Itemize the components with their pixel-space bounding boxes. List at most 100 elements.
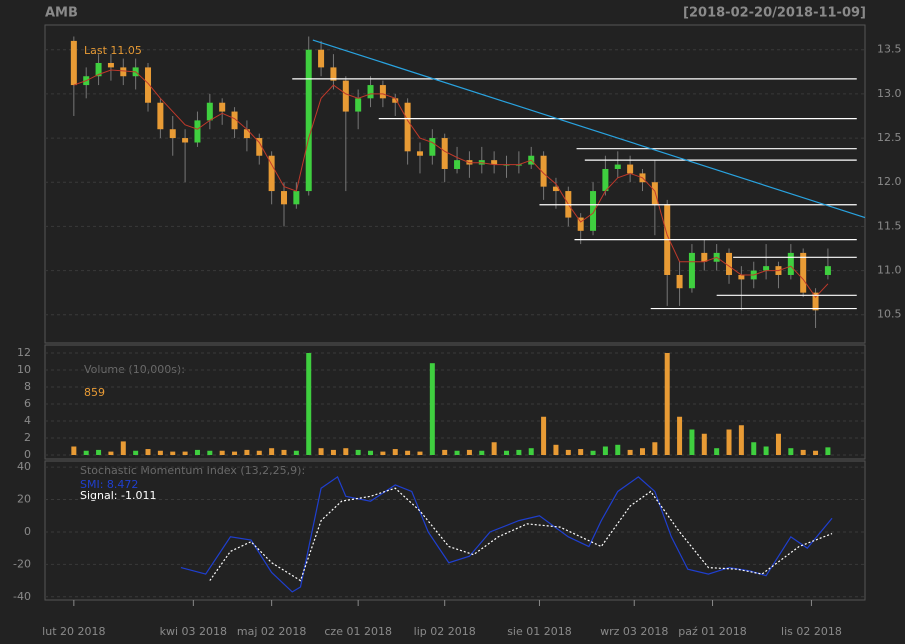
candle-body: [688, 252, 695, 289]
candle-body: [552, 186, 559, 192]
date-range: [2018-02-20/2018-11-09]: [683, 6, 866, 21]
candle-body: [763, 266, 770, 271]
volume-bar: [330, 449, 336, 456]
candle-body: [441, 138, 448, 169]
candle-body: [602, 168, 609, 192]
volume-bar: [405, 450, 411, 456]
volume-bar: [145, 449, 151, 456]
volume-bar: [194, 449, 200, 456]
smi-title: Stochastic Momentum Index (13,2,25,9):: [80, 464, 305, 477]
candle-body: [676, 274, 683, 289]
candle-body: [429, 138, 436, 156]
smi-label: SMI: 8.472: [80, 478, 138, 491]
y-tick-label: 12: [17, 346, 31, 359]
volume-bar: [701, 433, 707, 456]
candle-body: [404, 102, 411, 152]
volume-bar: [615, 444, 621, 456]
volume-bar: [182, 451, 188, 456]
candle-body: [590, 191, 597, 231]
candle-body: [194, 120, 201, 143]
volume-bar: [602, 446, 608, 456]
y-tick-label: 13.5: [877, 43, 902, 56]
candle-body: [219, 102, 226, 112]
x-tick-label: cze 01 2018: [324, 625, 392, 638]
volume-bar: [170, 451, 176, 456]
candle-body: [824, 266, 831, 275]
candle-body: [491, 160, 498, 165]
candle-body: [540, 155, 547, 187]
volume-bar: [813, 450, 819, 456]
volume-bar: [83, 450, 89, 456]
volume-bar: [689, 429, 695, 456]
volume-bar: [775, 433, 781, 456]
volume-bar: [269, 448, 275, 456]
candle-body: [614, 164, 621, 169]
volume-last: 859: [84, 386, 105, 399]
volume-bar: [491, 442, 497, 456]
volume-bar: [738, 425, 744, 456]
volume-bar: [207, 450, 213, 456]
volume-bar: [108, 451, 114, 456]
candle-body: [342, 80, 349, 112]
volume-bar: [392, 449, 398, 456]
candle-body: [145, 67, 152, 103]
volume-bar: [479, 450, 485, 456]
candle-body: [157, 102, 164, 130]
volume-bar: [763, 446, 769, 456]
candle-body: [107, 62, 114, 68]
candle-body: [379, 85, 386, 99]
volume-bar: [380, 451, 386, 456]
y-tick-label: 2: [24, 431, 31, 444]
volume-bar: [528, 448, 534, 456]
volume-bar: [442, 449, 448, 456]
y-tick-label: 10.5: [877, 308, 902, 321]
candle-body: [280, 191, 287, 205]
y-tick-label: 11.0: [877, 264, 902, 277]
volume-bar: [639, 448, 645, 456]
volume-bar: [368, 450, 374, 456]
volume-bar: [800, 449, 806, 456]
volume-bar: [318, 448, 324, 456]
candle-body: [738, 274, 745, 280]
smi-panel: [44, 460, 866, 601]
volume-bar: [553, 444, 559, 456]
volume-bar: [343, 448, 349, 456]
trend-line: [312, 39, 866, 219]
candle-body: [577, 217, 584, 231]
candle-body: [293, 191, 300, 205]
y-tick-label: 4: [24, 414, 31, 427]
x-tick-label: paź 01 2018: [678, 625, 746, 638]
volume-title: Volume (10,000s):: [84, 363, 185, 376]
volume-bar: [219, 450, 225, 456]
volume-bar: [714, 448, 720, 456]
candle-body: [355, 98, 362, 112]
price-panel: [44, 24, 866, 344]
candle-body: [318, 49, 325, 68]
candle-body: [787, 252, 794, 275]
x-tick-label: wrz 03 2018: [600, 625, 668, 638]
x-tick-label: sie 01 2018: [507, 625, 572, 638]
y-tick-label: 40: [17, 460, 31, 473]
volume-bar: [256, 450, 262, 456]
candle-body: [392, 98, 399, 103]
volume-bar: [565, 449, 571, 456]
indicator-line: [180, 475, 833, 593]
x-tick-label: kwi 03 2018: [160, 625, 227, 638]
y-tick-label: 12.5: [877, 131, 902, 144]
candle-body: [416, 151, 423, 156]
moving-average: [73, 69, 829, 298]
y-tick-label: -20: [13, 557, 31, 570]
y-tick-label: 11.5: [877, 219, 902, 232]
candle-body: [330, 67, 337, 81]
x-tick-label: lis 02 2018: [781, 625, 842, 638]
last-label: Last 11.05: [84, 44, 142, 57]
volume-bar: [355, 449, 361, 456]
candle-body: [305, 49, 312, 192]
x-tick-label: lip 02 2018: [414, 625, 476, 638]
chart-title: AMB: [45, 6, 78, 21]
candle-body: [231, 111, 238, 130]
volume-bar: [664, 352, 670, 456]
y-tick-label: 10: [17, 363, 31, 376]
volume-bar: [677, 416, 683, 456]
y-tick-label: 6: [24, 397, 31, 410]
